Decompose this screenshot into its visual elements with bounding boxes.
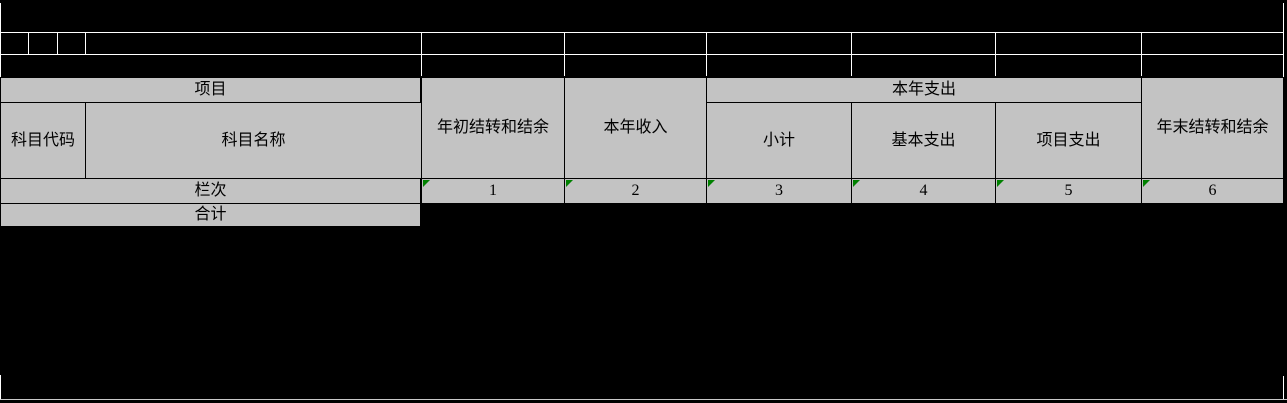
gridline: [851, 33, 852, 54]
gridline: [706, 33, 707, 54]
gridline: [1141, 33, 1142, 54]
gridline: [1283, 376, 1284, 399]
cell-current-year-expenditure-group-header[interactable]: 本年支出: [706, 77, 1142, 103]
cell-column-index-label[interactable]: 栏次: [0, 178, 421, 204]
gridline: [421, 33, 422, 54]
gridline: [421, 55, 422, 76]
gridline: [851, 55, 852, 76]
green-triangle-icon: [708, 180, 715, 187]
column-index-value: 3: [775, 182, 783, 199]
gridline: [0, 3, 1, 77]
gridline: [0, 375, 1, 399]
column-index-value: 1: [489, 182, 497, 199]
cell-total-label[interactable]: 合计: [0, 203, 421, 227]
cell-column-index-3[interactable]: 3: [706, 178, 852, 204]
green-triangle-icon: [1143, 180, 1150, 187]
gridline: [995, 55, 996, 76]
column-index-value: 5: [1064, 182, 1073, 199]
cell-current-year-income-header[interactable]: 本年收入: [564, 77, 707, 179]
gridline: [85, 33, 86, 54]
gridline: [1283, 3, 1284, 77]
cell-project-expenditure-header[interactable]: 项目支出: [995, 102, 1142, 179]
gridline: [1141, 55, 1142, 76]
cell-column-index-6[interactable]: 6: [1141, 178, 1284, 204]
gridline: [564, 33, 565, 54]
green-triangle-icon: [853, 180, 860, 187]
cell-subject-name-header[interactable]: 科目名称: [85, 102, 422, 179]
cell-subject-code-header[interactable]: 科目代码: [0, 102, 86, 179]
cell-column-index-5[interactable]: 5: [995, 178, 1142, 204]
gridline: [28, 33, 29, 54]
gridline: [564, 55, 565, 76]
column-index-value: 4: [919, 182, 928, 199]
green-triangle-icon: [423, 180, 430, 187]
column-index-value: 6: [1208, 182, 1217, 199]
cell-ending-balance-header[interactable]: 年末结转和结余: [1141, 77, 1284, 179]
gridline: [0, 32, 1284, 33]
gridline: [995, 33, 996, 54]
cell-column-index-2[interactable]: 2: [564, 178, 707, 204]
cell-beginning-balance-header[interactable]: 年初结转和结余: [421, 77, 565, 179]
gridline: [706, 55, 707, 76]
cell-subtotal-header[interactable]: 小计: [706, 102, 852, 179]
green-triangle-icon: [566, 180, 573, 187]
column-index-value: 2: [631, 182, 640, 199]
gridline: [0, 54, 1284, 55]
cell-column-index-4[interactable]: 4: [851, 178, 996, 204]
cell-column-index-1[interactable]: 1: [421, 178, 565, 204]
gridline: [57, 33, 58, 54]
cell-basic-expenditure-header[interactable]: 基本支出: [851, 102, 996, 179]
gridline: [0, 399, 1287, 400]
green-triangle-icon: [997, 180, 1004, 187]
cell-project-group-header[interactable]: 项目: [0, 77, 421, 103]
